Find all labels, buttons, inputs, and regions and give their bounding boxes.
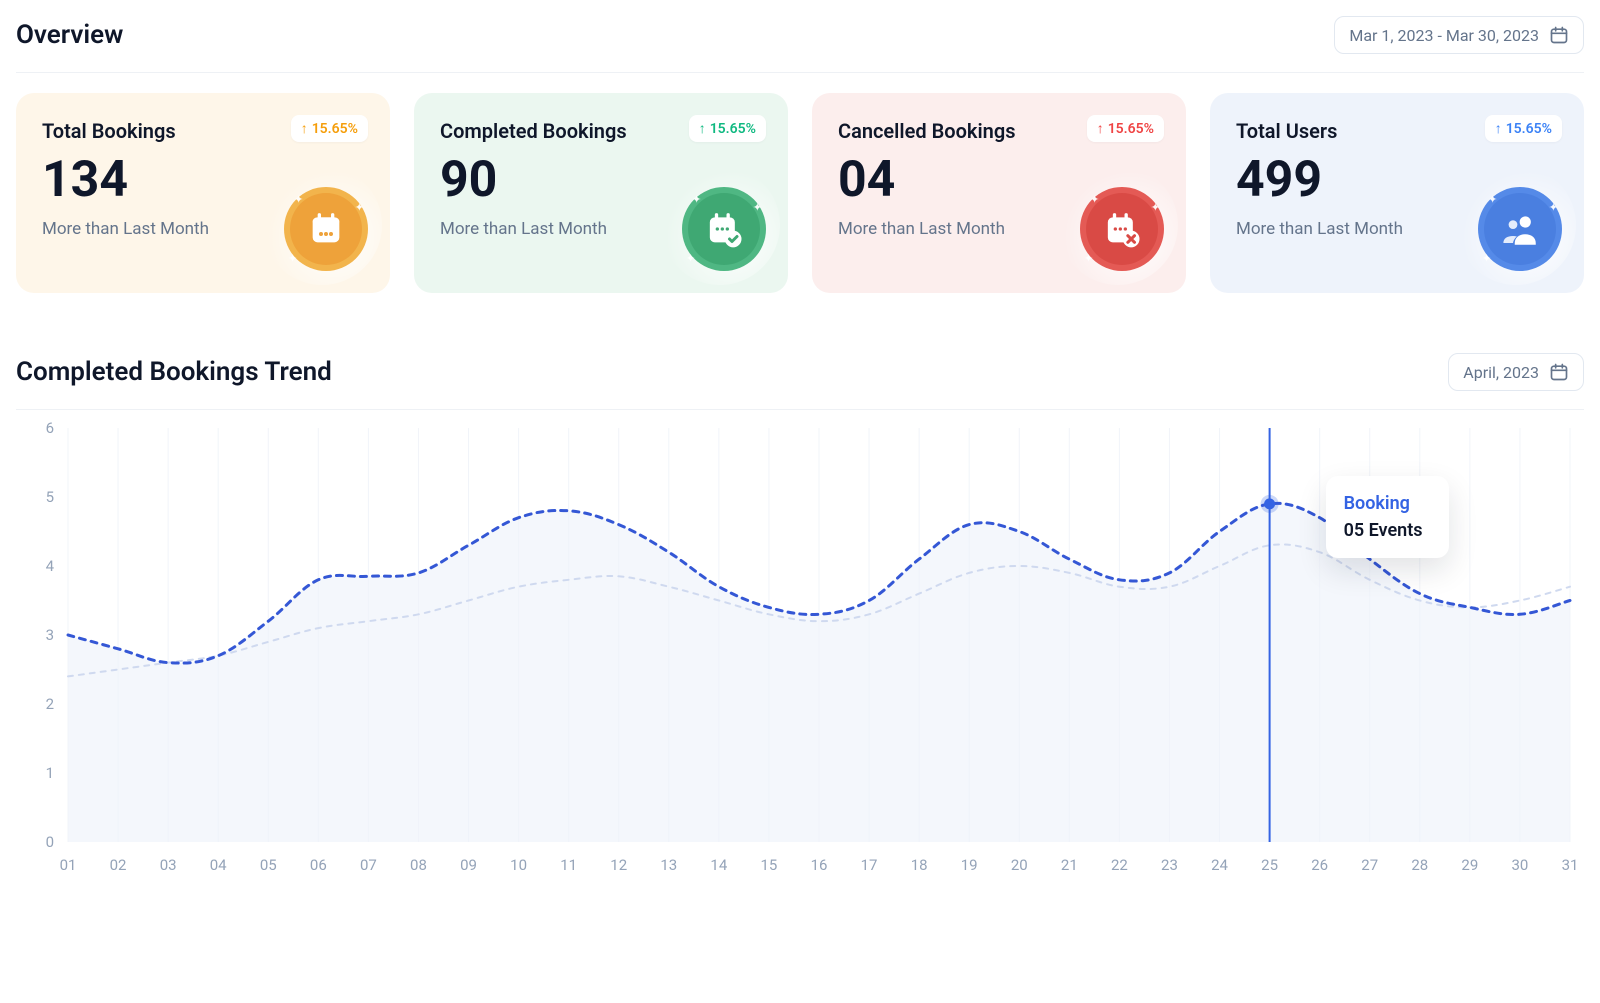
chart-x-tick: 06	[310, 856, 327, 874]
stat-card[interactable]: Total Bookings134More than Last Month↑15…	[16, 93, 390, 293]
stat-card-delta: ↑15.65%	[291, 115, 368, 142]
stat-card-icon: ✦✦✦	[1478, 187, 1562, 271]
chart-x-tick: 12	[610, 856, 627, 874]
trend-period-label: April, 2023	[1463, 363, 1539, 382]
chart-x-tick: 10	[510, 856, 527, 874]
calendar-icon	[1549, 362, 1569, 382]
chart-x-tick: 19	[961, 856, 978, 874]
chart-x-tick: 08	[410, 856, 427, 874]
chart-x-tick: 26	[1311, 856, 1328, 874]
calendar-icon	[1549, 25, 1569, 45]
chart-x-tick: 17	[861, 856, 878, 874]
stat-card-icon: ✦✦✦	[682, 187, 766, 271]
stat-card-icon: ✦✦✦	[1080, 187, 1164, 271]
chart-tooltip-title: Booking	[1344, 490, 1423, 517]
chart-tooltip-subtitle: 05 Events	[1344, 517, 1423, 544]
stat-card-delta-value: 15.65%	[1506, 121, 1552, 137]
overview-date-range-label: Mar 1, 2023 - Mar 30, 2023	[1349, 26, 1539, 45]
chart-x-tick: 18	[911, 856, 928, 874]
stat-card-icon: ✦✦✦	[284, 187, 368, 271]
stat-cards-row: Total Bookings134More than Last Month↑15…	[16, 93, 1584, 293]
overview-header: Overview Mar 1, 2023 - Mar 30, 2023	[16, 16, 1584, 73]
trend-header: Completed Bookings Trend April, 2023	[16, 353, 1584, 410]
arrow-up-icon: ↑	[1495, 120, 1502, 137]
chart-x-tick: 28	[1411, 856, 1428, 874]
chart-x-tick: 25	[1261, 856, 1278, 874]
chart-x-tick: 27	[1361, 856, 1378, 874]
overview-date-range-picker[interactable]: Mar 1, 2023 - Mar 30, 2023	[1334, 16, 1584, 54]
chart-x-tick: 24	[1211, 856, 1228, 874]
arrow-up-icon: ↑	[301, 120, 308, 137]
chart-x-tick: 21	[1061, 856, 1078, 874]
stat-card[interactable]: Completed Bookings90More than Last Month…	[414, 93, 788, 293]
chart-y-tick: 5	[46, 488, 54, 506]
chart-highlight-dot	[1264, 498, 1275, 509]
chart-x-tick: 14	[710, 856, 727, 874]
overview-title: Overview	[16, 20, 123, 50]
chart-y-tick: 0	[46, 833, 54, 851]
chart-x-tick: 03	[160, 856, 177, 874]
chart-x-tick: 23	[1161, 856, 1178, 874]
stat-card[interactable]: Cancelled Bookings04More than Last Month…	[812, 93, 1186, 293]
stat-card-delta-value: 15.65%	[1108, 121, 1154, 137]
stat-card-delta-value: 15.65%	[710, 121, 756, 137]
stat-card-delta: ↑15.65%	[1087, 115, 1164, 142]
stat-card[interactable]: Total Users499More than Last Month↑15.65…	[1210, 93, 1584, 293]
stat-card-delta: ↑15.65%	[1485, 115, 1562, 142]
chart-x-tick: 20	[1011, 856, 1028, 874]
chart-x-tick: 01	[60, 856, 77, 874]
trend-chart: 0123456010203040506070809101112131415161…	[16, 418, 1584, 888]
arrow-up-icon: ↑	[1097, 120, 1104, 137]
chart-x-tick: 29	[1461, 856, 1478, 874]
trend-period-picker[interactable]: April, 2023	[1448, 353, 1584, 391]
stat-card-delta-value: 15.65%	[312, 121, 358, 137]
chart-y-tick: 4	[46, 557, 55, 575]
chart-y-tick: 2	[46, 695, 54, 713]
trend-title: Completed Bookings Trend	[16, 357, 332, 387]
chart-x-tick: 07	[360, 856, 377, 874]
chart-x-tick: 22	[1111, 856, 1128, 874]
chart-y-tick: 3	[46, 626, 54, 644]
chart-x-tick: 11	[560, 856, 577, 874]
arrow-up-icon: ↑	[699, 120, 706, 137]
chart-x-tick: 02	[110, 856, 127, 874]
chart-x-tick: 30	[1511, 856, 1528, 874]
chart-x-tick: 04	[210, 856, 227, 874]
chart-x-tick: 16	[811, 856, 828, 874]
chart-x-tick: 09	[460, 856, 477, 874]
chart-x-tick: 31	[1562, 856, 1579, 874]
chart-x-tick: 13	[660, 856, 677, 874]
chart-y-tick: 1	[46, 764, 54, 782]
chart-x-tick: 05	[260, 856, 277, 874]
stat-card-delta: ↑15.65%	[689, 115, 766, 142]
chart-tooltip: Booking05 Events	[1326, 476, 1449, 558]
chart-y-tick: 6	[46, 419, 54, 437]
chart-x-tick: 15	[760, 856, 777, 874]
